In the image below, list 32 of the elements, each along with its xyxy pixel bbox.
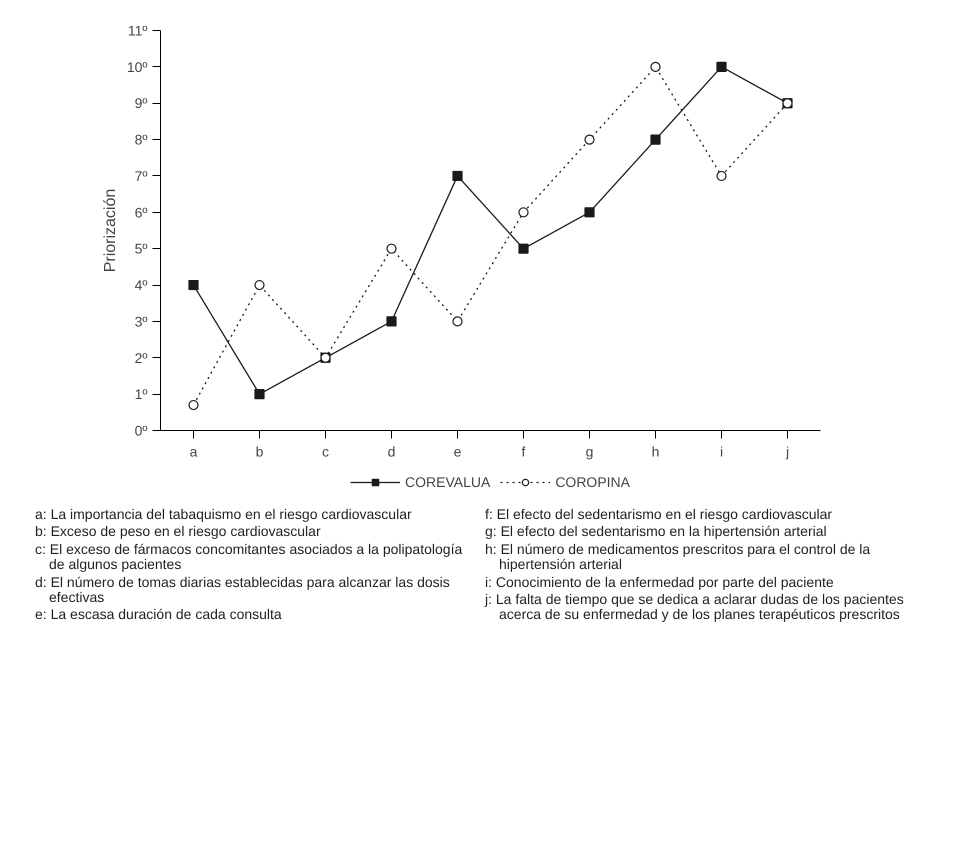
text: a: La importancia del tabaquismo en el riesgo cardiovascular — [35, 506, 413, 522]
text: i: Conocimiento de la enfermedad por parte del paciente — [485, 574, 835, 590]
x-tick-label: f — [522, 444, 526, 460]
text: j: La falta de tiempo que se dedica a aclarar dudas de los pacientes acerca de su enfermedad y de los planes terapéuticos prescritos — [485, 590, 905, 623]
x-tick-label: d — [388, 444, 396, 460]
x-tick-label: b — [256, 444, 264, 460]
y-tick-label: 10º — [126, 58, 148, 75]
y-tick-label: 1º — [134, 386, 148, 402]
y-tick-label: 8º — [134, 132, 148, 148]
y-tick-label: 7º — [134, 168, 148, 184]
y-tick-label: 2º — [134, 350, 148, 366]
x-tick-label: g — [586, 444, 594, 460]
y-tick-label: 11º — [128, 22, 148, 38]
y-tick-label: 6º — [134, 204, 148, 220]
y-tick-label: 0º — [134, 422, 148, 438]
x-tick-label: a — [190, 444, 198, 460]
y-tick-label: 9º — [134, 95, 148, 112]
text: b: Exceso de peso en el riesgo cardiovascular — [35, 523, 322, 540]
y-tick-label: 5º — [134, 240, 148, 257]
x-tick-label: i — [720, 444, 724, 460]
y-tick-label: 4º — [134, 277, 148, 294]
y-tick-label: 3º — [134, 313, 148, 330]
text: e: La escasa duración de cada consulta — [35, 606, 283, 623]
text: g: El efecto del sedentarismo en la hipertensión arterial — [485, 523, 828, 540]
x-tick-label: j — [784, 444, 790, 460]
text: f: El efecto del sedentarismo en el riesgo cardiovascular — [485, 506, 834, 522]
x-tick-label: h — [652, 444, 660, 460]
x-tick-label: c — [322, 444, 329, 460]
x-tick-label: e — [454, 444, 462, 460]
legend-label: COROPINA — [555, 474, 630, 490]
legend-label: COREVALUA — [404, 474, 490, 490]
y-axis-title: Priorización — [102, 188, 119, 272]
